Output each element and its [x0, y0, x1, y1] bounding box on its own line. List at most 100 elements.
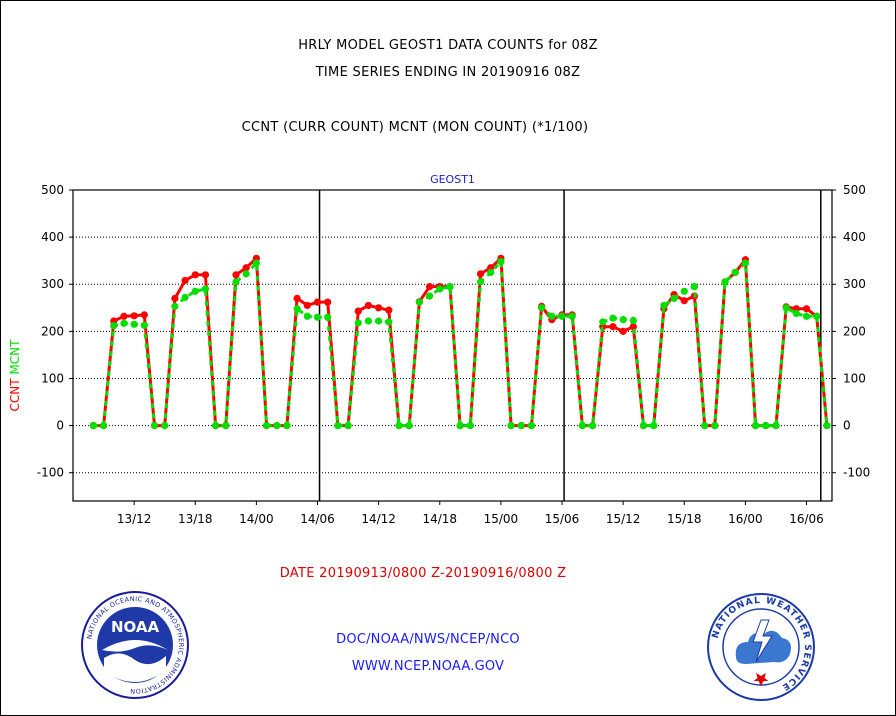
- series: [89, 254, 831, 430]
- series-line-ccnt: [93, 255, 829, 428]
- x-tick-label: 13/18: [178, 512, 213, 526]
- date-range: DATE 20190913/0800 Z-20190916/0800 Z: [279, 566, 567, 581]
- data-point-mcnt: [629, 316, 637, 325]
- data-point-mcnt: [639, 422, 648, 430]
- data-point-mcnt: [344, 422, 352, 430]
- data-point-ccnt: [232, 271, 240, 279]
- y-tick-label-left: 0: [56, 419, 64, 433]
- data-point-mcnt: [232, 278, 240, 286]
- noaa-logo: NOAA NATIONAL OCEANIC AND ATMOSPHERIC AD…: [81, 591, 189, 699]
- y-tick-label-right: 300: [843, 277, 866, 291]
- data-point-mcnt: [792, 309, 800, 318]
- data-point-mcnt: [364, 317, 373, 325]
- data-point-mcnt: [741, 259, 750, 267]
- data-point-mcnt: [161, 422, 169, 430]
- data-point-ccnt: [242, 264, 250, 272]
- data-point-mcnt: [171, 302, 179, 310]
- chart-title: GEOST1: [430, 173, 475, 186]
- data-point-mcnt: [456, 422, 464, 430]
- data-point-mcnt: [538, 304, 546, 312]
- data-point-mcnt: [293, 305, 301, 313]
- data-point-mcnt: [201, 285, 210, 293]
- data-point-mcnt: [273, 422, 281, 430]
- data-point-mcnt: [466, 422, 474, 430]
- x-tick-label: 14/06: [300, 512, 335, 526]
- y-axis-label-mon: MCNT: [8, 339, 22, 375]
- data-point-mcnt: [660, 301, 668, 310]
- x-tick-label: 15/00: [484, 512, 519, 526]
- nws-logo: NATIONAL WEATHER SERVICE: [707, 593, 815, 701]
- data-point-mcnt: [405, 422, 413, 430]
- data-point-ccnt: [425, 282, 434, 291]
- header-description: CCNT (CURR COUNT) MCNT (MON COUNT) (*1/1…: [241, 120, 589, 135]
- data-point-mcnt: [436, 285, 444, 293]
- credit-website[interactable]: WWW.NCEP.NOAA.GOV: [351, 659, 505, 674]
- data-point-mcnt: [415, 298, 423, 306]
- y-tick-label-right: 500: [843, 183, 866, 197]
- data-point-mcnt: [802, 312, 811, 320]
- data-point-ccnt: [680, 297, 688, 305]
- data-point-mcnt: [181, 293, 189, 302]
- data-point-mcnt: [751, 422, 760, 430]
- data-point-mcnt: [212, 422, 220, 430]
- data-point-ccnt: [201, 271, 210, 279]
- data-point-mcnt: [313, 313, 322, 321]
- data-point-mcnt: [558, 312, 566, 320]
- data-point-ccnt: [364, 301, 373, 310]
- data-point-mcnt: [191, 287, 199, 295]
- data-point-mcnt: [252, 259, 260, 267]
- data-point-mcnt: [130, 320, 138, 328]
- y-tick-label-left: -100: [37, 466, 64, 480]
- data-point-ccnt: [171, 294, 179, 302]
- y-tick-label-left: 200: [41, 324, 64, 338]
- data-point-mcnt: [670, 294, 678, 302]
- header-title: HRLY MODEL GEOST1 DATA COUNTS for 08Z: [298, 38, 598, 53]
- data-point-ccnt: [120, 312, 128, 320]
- grid: [73, 190, 832, 501]
- x-tick-label: 15/06: [545, 512, 580, 526]
- y-axis-label-curr: CCNT: [8, 375, 22, 412]
- y-tick-label-left: 500: [41, 183, 64, 197]
- data-point-ccnt: [303, 301, 311, 310]
- data-point-mcnt: [548, 312, 556, 320]
- data-point-mcnt: [762, 422, 770, 430]
- y-tick-label-right: 200: [843, 324, 866, 338]
- data-point-ccnt: [313, 298, 322, 306]
- data-point-ccnt: [354, 307, 362, 315]
- data-point-mcnt: [120, 319, 128, 327]
- axes: -100 -100 0 0 100 100 200 200 300 300 400 400 500 500…: [8, 173, 870, 526]
- data-point-mcnt: [385, 318, 393, 326]
- data-point-mcnt: [324, 313, 332, 321]
- y-tick-label-left: 300: [41, 277, 64, 291]
- x-tick-label: 16/06: [789, 512, 824, 526]
- data-point-ccnt: [293, 294, 301, 302]
- data-point-mcnt: [476, 278, 485, 286]
- x-tick-label: 16/00: [728, 512, 763, 526]
- data-point-mcnt: [222, 422, 230, 430]
- x-tick-label: 15/12: [606, 512, 641, 526]
- data-point-mcnt: [354, 319, 362, 327]
- header-subtitle: TIME SERIES ENDING IN 20190916 08Z: [315, 65, 581, 80]
- data-point-mcnt: [650, 422, 658, 430]
- data-point-mcnt: [680, 287, 688, 295]
- data-point-mcnt: [772, 422, 780, 430]
- data-point-mcnt: [507, 422, 515, 430]
- data-point-ccnt: [385, 306, 393, 314]
- data-point-mcnt: [395, 422, 403, 430]
- data-point-mcnt: [283, 422, 291, 430]
- y-tick-label-left: 100: [41, 371, 64, 385]
- data-point-mcnt: [711, 422, 719, 430]
- data-point-ccnt: [130, 312, 138, 320]
- y-tick-label-right: -100: [843, 466, 870, 480]
- y-tick-label-right: 400: [843, 230, 866, 244]
- data-point-mcnt: [303, 312, 311, 320]
- data-point-mcnt: [110, 322, 118, 330]
- credit-org[interactable]: DOC/NOAA/NWS/NCEP/NCO: [336, 632, 520, 647]
- data-point-mcnt: [578, 422, 586, 430]
- data-point-mcnt: [690, 282, 699, 291]
- plot-border: [72, 189, 833, 502]
- data-point-ccnt: [629, 323, 637, 331]
- data-point-mcnt: [334, 422, 342, 430]
- data-point-ccnt: [609, 323, 617, 331]
